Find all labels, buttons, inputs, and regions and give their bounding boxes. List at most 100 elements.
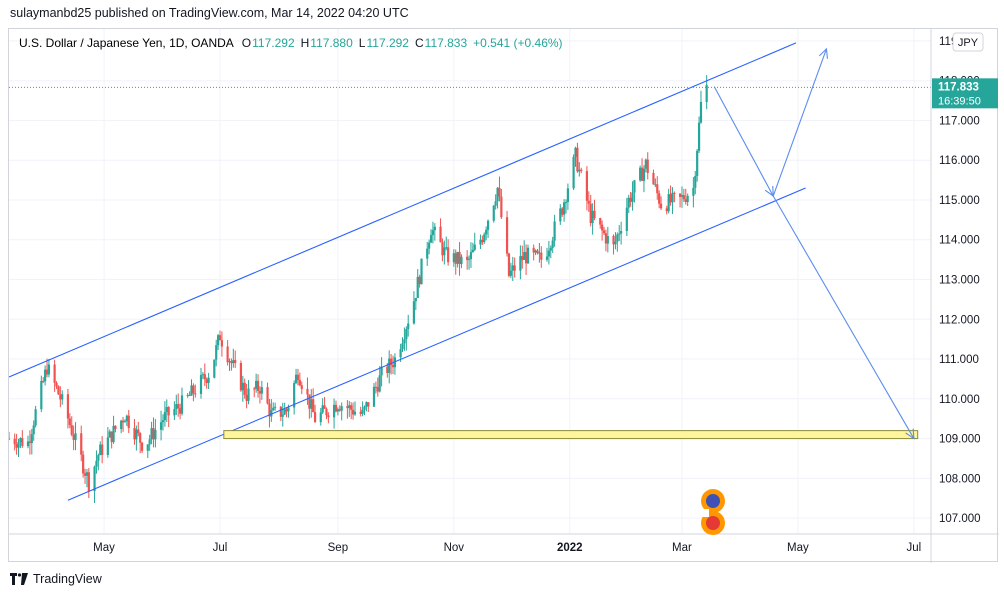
candle xyxy=(178,403,182,420)
candle xyxy=(393,353,397,375)
candle-body xyxy=(133,428,136,440)
candle xyxy=(631,181,634,211)
candle xyxy=(82,450,85,478)
candle xyxy=(300,381,303,395)
candle xyxy=(348,400,351,417)
candle xyxy=(485,226,488,241)
candle xyxy=(321,398,324,415)
candle xyxy=(13,433,16,451)
candle-body xyxy=(220,340,224,347)
time-axis[interactable]: May Jul Sep Nov 2022 Mar May Jul xyxy=(9,533,999,554)
candle-body xyxy=(388,358,391,373)
price-tick-label: 112.000 xyxy=(939,314,980,326)
candle xyxy=(620,221,623,245)
candle-body xyxy=(416,276,419,298)
candle xyxy=(93,465,96,503)
candle-body xyxy=(57,386,60,395)
price-tick-label: 110.000 xyxy=(939,394,980,406)
candle xyxy=(201,372,205,380)
candle xyxy=(466,250,469,270)
candle-body xyxy=(572,156,575,189)
candle-body xyxy=(498,187,501,197)
candle xyxy=(323,396,326,409)
chart-pane[interactable]: 107.000 108.000 109.000 110.000 111.000 112.0… xyxy=(8,28,999,563)
candle xyxy=(30,428,33,455)
candle xyxy=(207,372,210,390)
candle-body xyxy=(32,425,35,435)
candle xyxy=(372,383,376,407)
candle xyxy=(313,404,317,423)
candle-body xyxy=(625,207,628,232)
candle-body xyxy=(431,230,435,236)
candle-body xyxy=(121,420,125,423)
candle-body xyxy=(112,425,115,443)
candle xyxy=(234,350,237,368)
currency-badge-box xyxy=(952,32,984,52)
candle xyxy=(150,421,153,445)
candle-body xyxy=(152,428,155,440)
candle-body xyxy=(108,431,111,438)
candle-body xyxy=(665,208,668,212)
candle xyxy=(479,234,482,250)
candle-body xyxy=(68,418,71,426)
candle-body xyxy=(631,192,634,202)
candle-body xyxy=(694,175,697,188)
chart-canvas[interactable]: 107.000 108.000 109.000 110.000 111.000 112.0… xyxy=(9,29,999,563)
candle xyxy=(665,205,668,215)
candle xyxy=(279,406,282,422)
candle-body xyxy=(338,409,341,411)
candle xyxy=(272,402,275,412)
candle-body xyxy=(312,399,315,413)
candle xyxy=(523,240,526,261)
candle xyxy=(696,149,699,182)
channel-upper-line xyxy=(9,42,797,378)
candle xyxy=(578,162,581,177)
candle xyxy=(646,152,649,180)
candle xyxy=(61,390,64,405)
candle xyxy=(390,354,393,375)
candle xyxy=(188,391,191,397)
candle xyxy=(294,368,298,385)
candle xyxy=(618,225,621,241)
candle-body xyxy=(353,411,357,415)
candle xyxy=(602,226,606,236)
candle xyxy=(9,431,11,441)
candle xyxy=(656,176,659,200)
candle xyxy=(559,204,562,225)
candle xyxy=(274,402,277,411)
candle-body xyxy=(26,441,30,447)
candle xyxy=(106,427,109,458)
candle xyxy=(253,386,256,398)
candle-body xyxy=(684,199,687,203)
legend-value: +0.541 (+0.46%) xyxy=(473,36,562,50)
candle xyxy=(146,444,149,458)
legend-value: H xyxy=(301,36,310,50)
watermark-gap xyxy=(701,509,709,517)
candle xyxy=(426,241,429,266)
candle-body xyxy=(496,187,499,202)
candle xyxy=(139,432,142,454)
candle-body xyxy=(551,240,554,248)
candle xyxy=(388,350,391,384)
candle-body xyxy=(207,377,210,383)
candle-body xyxy=(285,409,288,412)
candle xyxy=(74,422,77,451)
candle xyxy=(505,210,509,257)
candle xyxy=(412,291,416,325)
support-zone-rect xyxy=(223,430,919,440)
candle xyxy=(59,386,62,408)
trend-drawings[interactable] xyxy=(9,42,931,501)
price-axis[interactable]: 107.000 108.000 109.000 110.000 111.000 112.0… xyxy=(930,29,998,563)
candle-body xyxy=(255,380,258,389)
candle xyxy=(418,274,421,288)
candle-body xyxy=(323,405,326,409)
time-tick-label: Nov xyxy=(444,542,465,554)
candle-body xyxy=(505,217,509,254)
candle xyxy=(152,417,155,448)
candle-body xyxy=(188,395,191,397)
candle xyxy=(95,450,98,474)
candle-body xyxy=(420,258,423,285)
candle xyxy=(340,402,343,421)
candle-body xyxy=(669,194,672,203)
candle xyxy=(367,402,370,413)
